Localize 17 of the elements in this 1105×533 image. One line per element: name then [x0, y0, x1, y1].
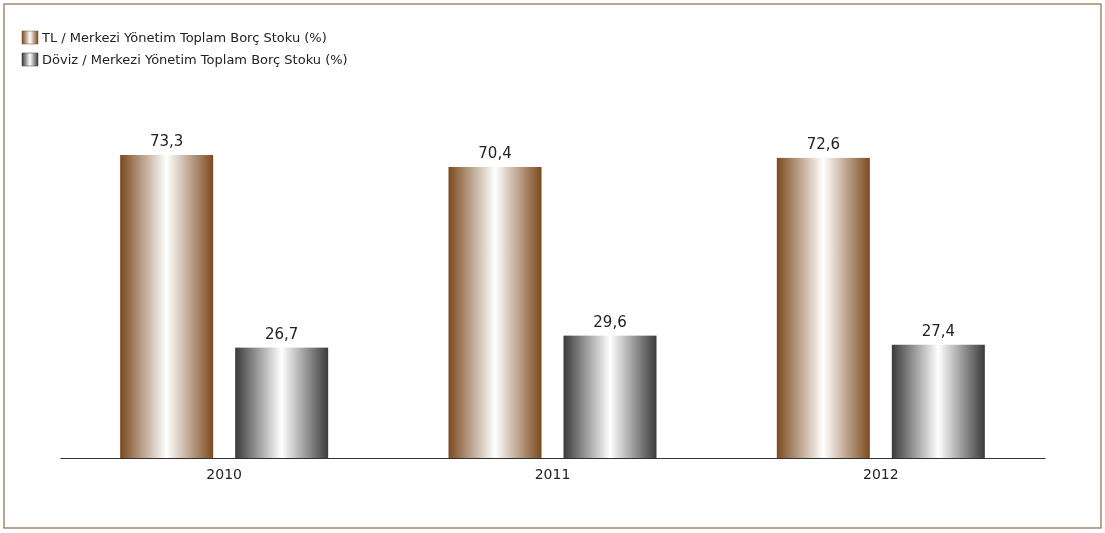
x-tick-label: 2010 — [206, 466, 242, 483]
x-tick-label: 2012 — [863, 466, 899, 483]
bar — [563, 335, 657, 458]
legend-label: Döviz / Merkezi Yönetim Toplam Borç Stoku (%) — [42, 52, 348, 67]
data-label: 26,7 — [264, 324, 299, 343]
data-label: 73,3 — [149, 132, 184, 150]
data-label: 29,6 — [593, 312, 627, 331]
bar — [448, 166, 542, 458]
legend-label: TL / Merkezi Yönetim Toplam Borç Stoku (%) — [41, 30, 327, 45]
bar — [235, 347, 329, 458]
data-label: 70,4 — [478, 143, 512, 162]
data-label: 27,4 — [921, 321, 956, 340]
x-tick-label: 2011 — [534, 466, 571, 483]
bar — [891, 344, 985, 458]
bar — [120, 155, 214, 458]
bar — [776, 157, 870, 458]
data-label: 72,6 — [806, 134, 841, 153]
